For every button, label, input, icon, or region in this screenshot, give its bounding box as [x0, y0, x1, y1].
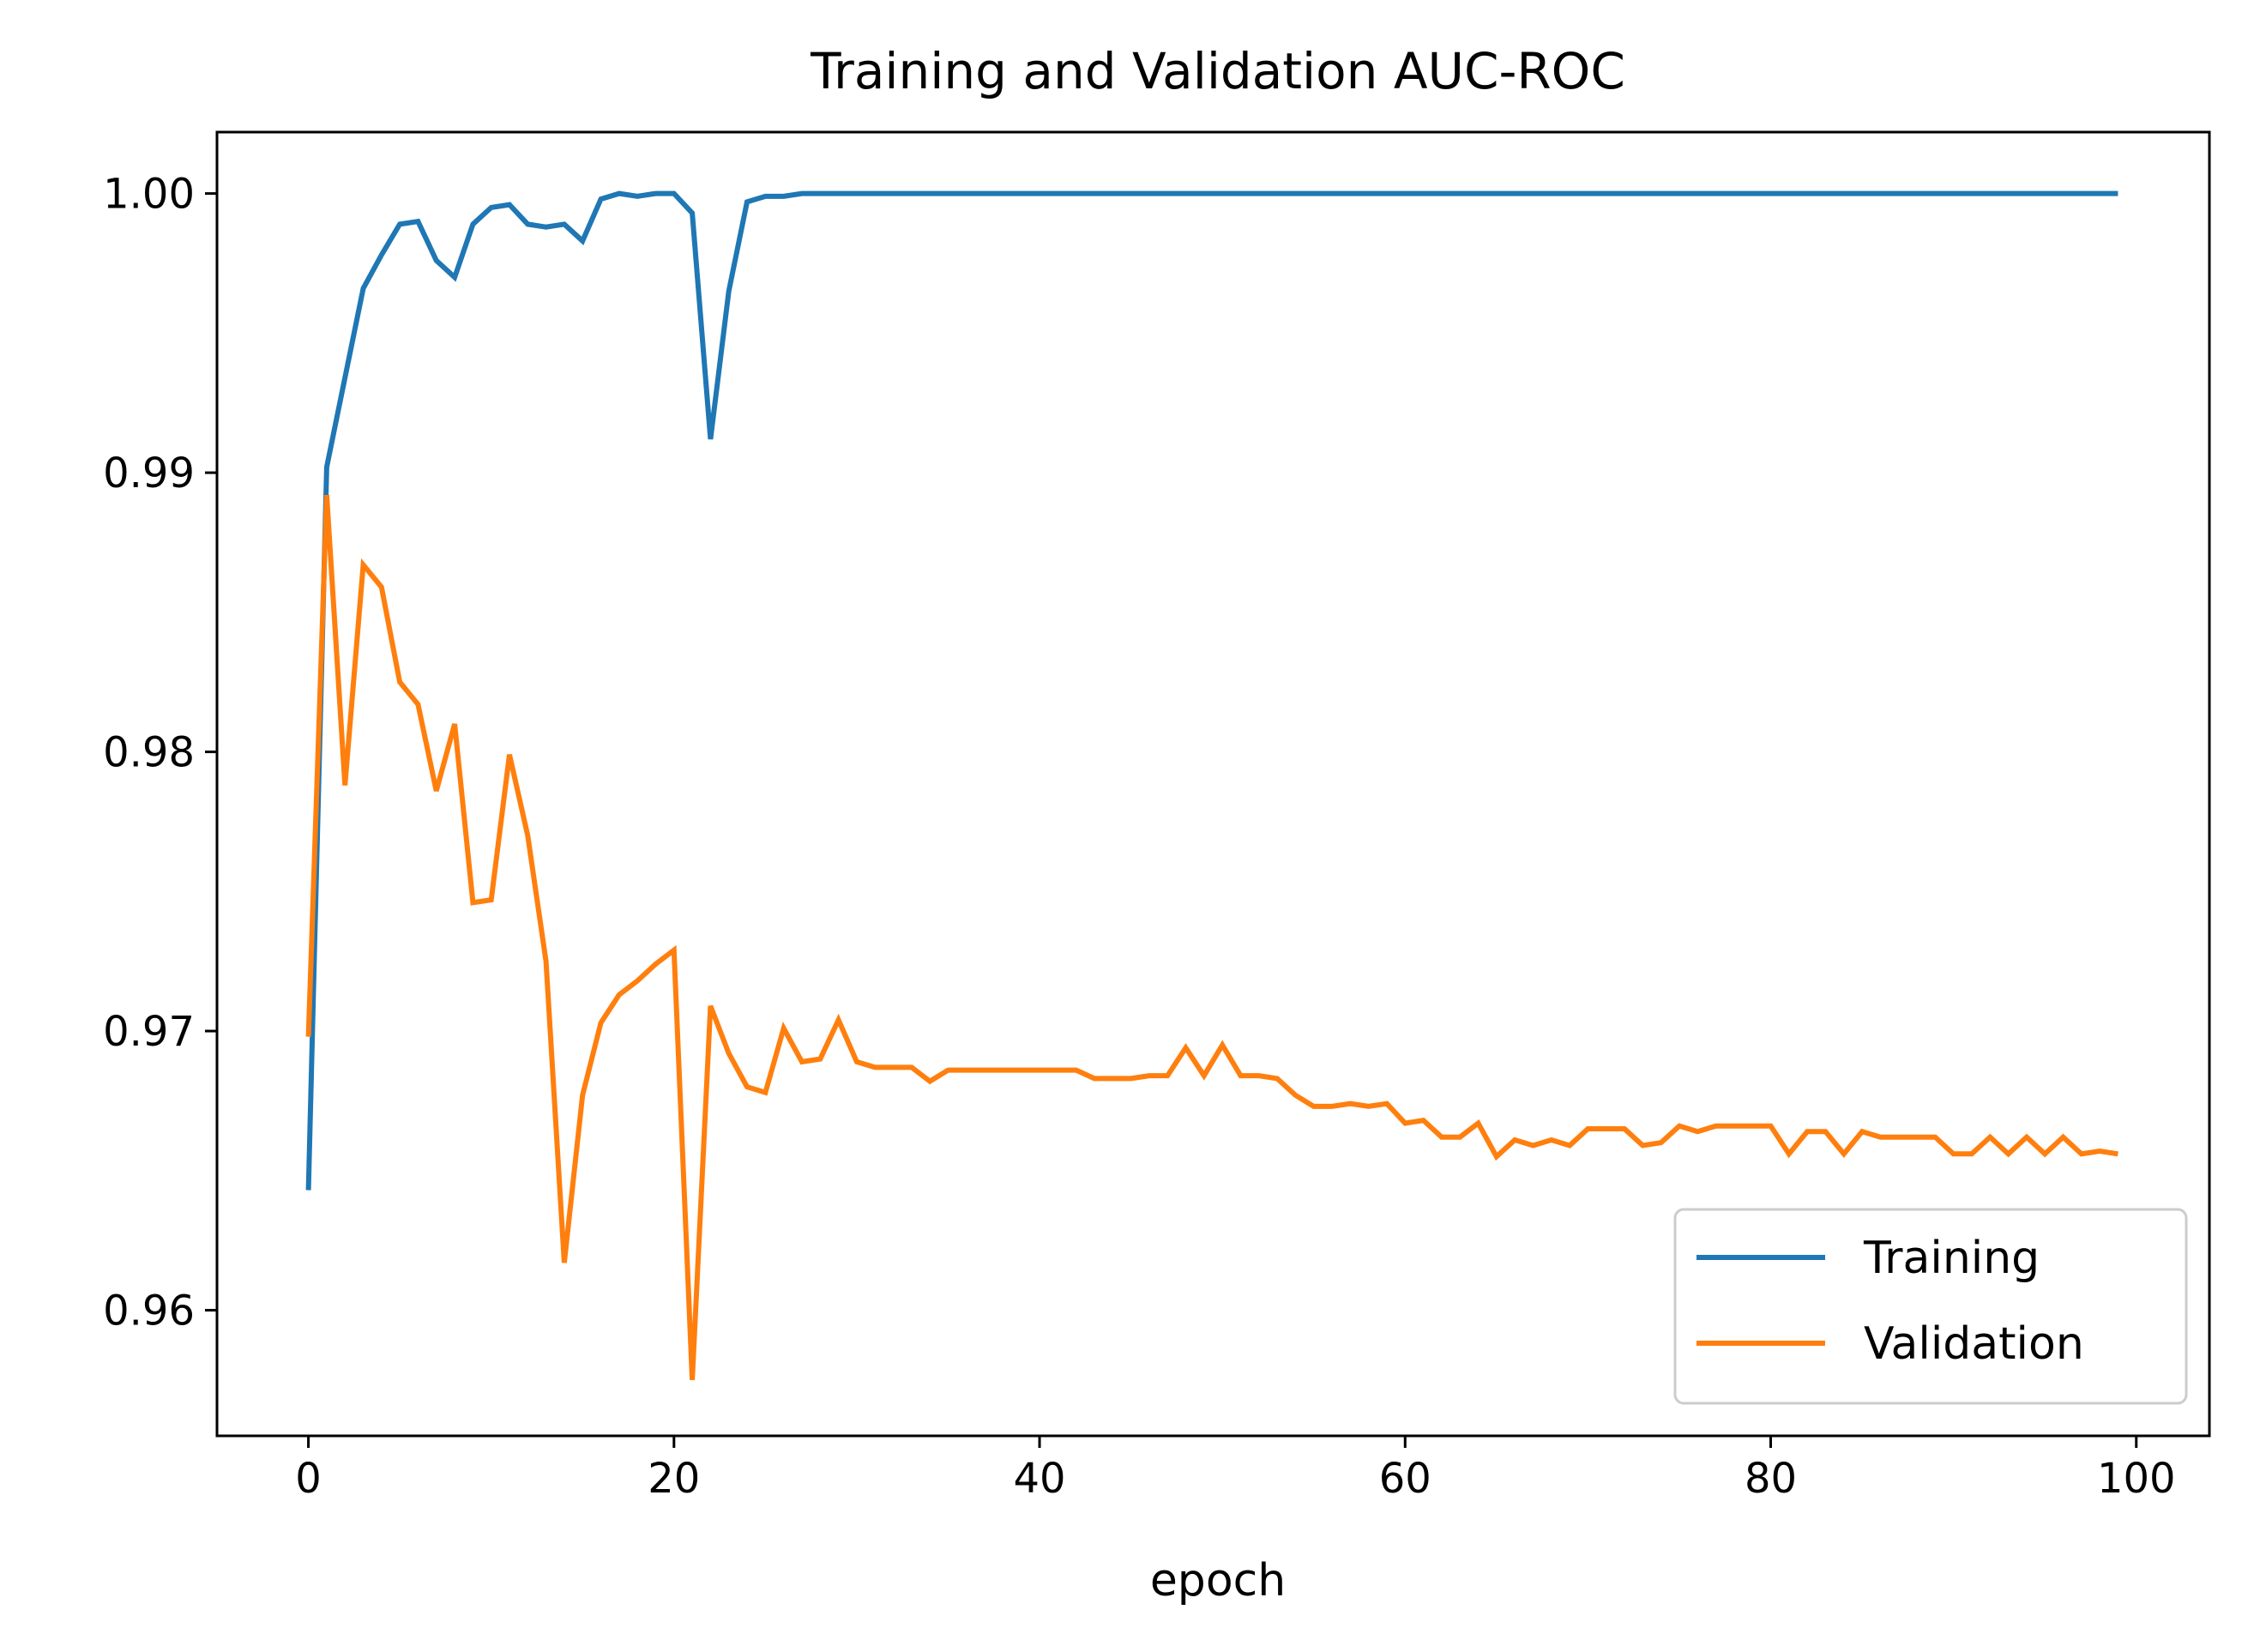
- x-tick-label: 80: [1745, 1455, 1797, 1503]
- x-tick-label: 0: [295, 1455, 322, 1503]
- x-tick-label: 40: [1013, 1455, 1065, 1503]
- x-axis-label: epoch: [1150, 1555, 1286, 1607]
- x-axis-ticks: 0 20 40 60 80 100: [295, 1436, 2176, 1503]
- x-tick-label: 60: [1379, 1455, 1431, 1503]
- y-tick-label: 0.97: [103, 1008, 195, 1056]
- y-tick-label: 0.98: [103, 729, 195, 777]
- y-tick-label: 0.96: [103, 1287, 195, 1335]
- y-axis-ticks: 0.96 0.97 0.98 0.99 1.00: [103, 171, 217, 1335]
- x-tick-label: 100: [2097, 1455, 2176, 1503]
- plot-lines: [305, 190, 2118, 1381]
- y-tick-label: 1.00: [103, 171, 195, 219]
- y-tick-label: 0.99: [103, 449, 195, 497]
- series-line-training: [305, 190, 2118, 1191]
- series-line-validation: [305, 494, 2118, 1381]
- chart-title: Training and Validation AUC-ROC: [810, 42, 1625, 100]
- legend-label-training: Training: [1863, 1233, 2040, 1284]
- legend: Training Validation: [1673, 1208, 2188, 1405]
- x-tick-label: 20: [648, 1455, 700, 1503]
- legend-label-validation: Validation: [1864, 1318, 2084, 1370]
- axes-frame: [215, 130, 2211, 1438]
